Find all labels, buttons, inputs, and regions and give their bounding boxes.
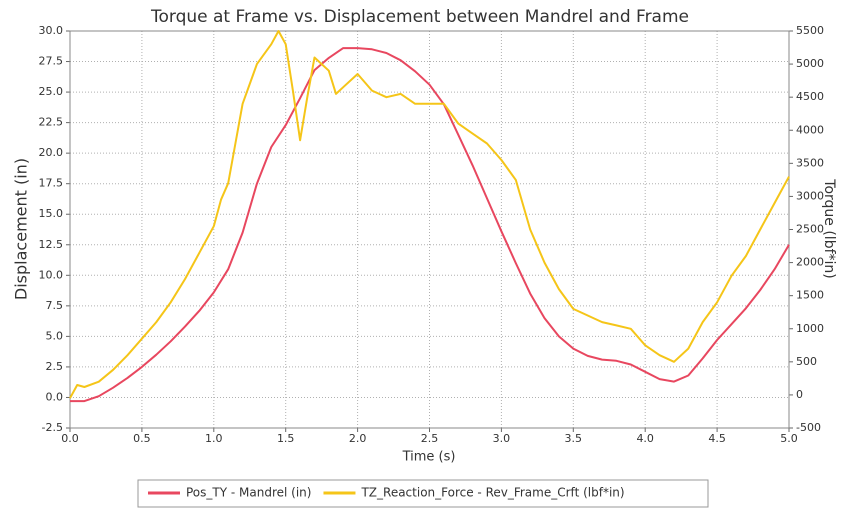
y-tick-label: 12.5 (39, 238, 64, 251)
y2-tick-label: 2000 (796, 256, 824, 269)
y2-tick-label: 4500 (796, 90, 824, 103)
y2-tick-label: 4000 (796, 123, 824, 136)
y2-tick-label: 0 (796, 388, 803, 401)
x-tick-label: 3.5 (565, 432, 583, 445)
y-tick-label: 0.0 (46, 390, 64, 403)
x-axis-label: Time (s) (402, 450, 456, 465)
x-tick-label: 4.5 (708, 432, 726, 445)
y-tick-label: 30.0 (39, 24, 64, 37)
legend-box (137, 479, 709, 508)
x-tick-label: 5.0 (780, 432, 798, 445)
y2-tick-label: 5500 (796, 24, 824, 37)
x-tick-label: 1.5 (277, 432, 295, 445)
y2-tick-label: 3500 (796, 156, 824, 169)
y-tick-label: 27.5 (39, 55, 64, 68)
x-tick-label: 4.0 (636, 432, 654, 445)
series-line (70, 47, 790, 403)
y-tick-label: 25.0 (39, 85, 64, 98)
x-tick-label: 2.5 (421, 432, 439, 445)
legend-label: Pos_TY - Mandrel (in) (186, 486, 311, 500)
y2-tick-label: 3000 (796, 189, 824, 202)
y-tick-label: 20.0 (39, 146, 64, 159)
y2-tick-label: 500 (796, 355, 817, 368)
y2-tick-label: -500 (796, 421, 821, 434)
legend-label: TZ_Reaction_Force - Rev_Frame_Crft (lbf*… (360, 486, 624, 500)
y-tick-label: 2.5 (46, 360, 64, 373)
y-tick-label: 15.0 (39, 207, 64, 220)
x-tick-label: 1.0 (205, 432, 223, 445)
y-tick-label: 17.5 (39, 177, 64, 190)
x-tick-label: 2.0 (349, 432, 367, 445)
x-tick-label: 3.0 (493, 432, 511, 445)
y2-tick-label: 1500 (796, 289, 824, 302)
y-tick-label: 22.5 (39, 116, 64, 129)
y-tick-label: 10.0 (39, 268, 64, 281)
y-tick-label: 7.5 (46, 299, 64, 312)
series-line (69, 30, 790, 399)
y-tick-label: 5.0 (46, 329, 64, 342)
y2-tick-label: 5000 (796, 57, 824, 70)
x-tick-label: 0.0 (61, 432, 79, 445)
y-tick-label: -2.5 (42, 421, 63, 434)
plot-border (69, 30, 790, 429)
y2-axis-label: Torque (lbf*in) (821, 178, 837, 278)
x-tick-label: 0.5 (133, 432, 151, 445)
y-axis-label: Displacement (in) (12, 158, 31, 300)
y2-tick-label: 2500 (796, 223, 824, 236)
chart-title: Torque at Frame vs. Displacement between… (150, 7, 689, 27)
y2-tick-label: 1000 (796, 322, 824, 335)
